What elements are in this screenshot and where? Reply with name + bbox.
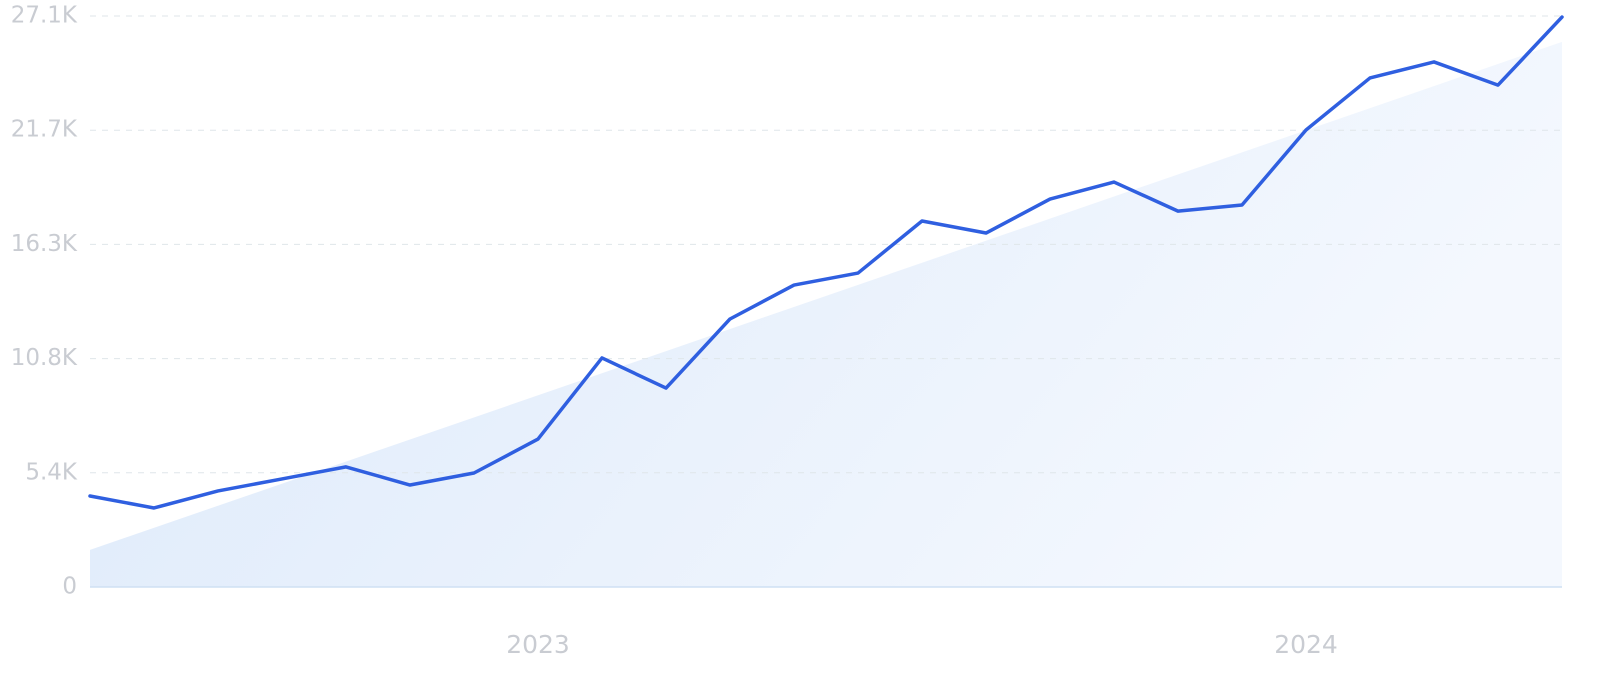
- x-tick-label: 2024: [1274, 630, 1338, 659]
- y-tick-label: 27.1K: [11, 3, 78, 29]
- y-tick-label: 16.3K: [11, 231, 78, 257]
- y-tick-label: 21.7K: [11, 117, 78, 143]
- x-tick-label: 2023: [506, 630, 570, 659]
- line: [88, 15, 1564, 510]
- trend-area: [90, 41, 1562, 587]
- y-tick-label: 0: [62, 574, 77, 600]
- y-tick-label: 5.4K: [25, 459, 78, 485]
- y-tick-label: 10.8K: [11, 345, 78, 371]
